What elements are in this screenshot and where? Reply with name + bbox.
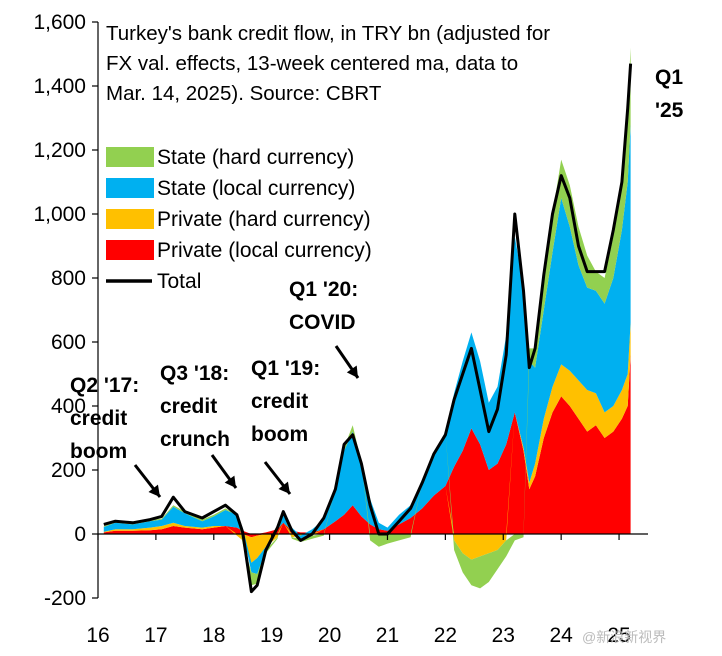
annotation-text: crunch xyxy=(160,428,230,451)
annotation-text: Q3 '18: xyxy=(160,362,229,385)
x-tick-label: 21 xyxy=(376,624,399,647)
legend-swatch xyxy=(106,178,154,198)
chart-title: Turkey's bank credit flow, in TRY bn (ad… xyxy=(106,22,550,105)
x-tick-label: 17 xyxy=(144,624,167,647)
annotation-text: credit xyxy=(160,395,217,418)
legend-label: State (hard currency) xyxy=(157,146,354,169)
legend: State (hard currency) State (local curren… xyxy=(106,146,372,293)
legend-swatch xyxy=(106,240,154,260)
annotation-text: credit xyxy=(251,390,308,413)
x-tick-label: 19 xyxy=(260,624,283,647)
annotation-arrow-head xyxy=(148,484,160,497)
y-tick-label: 400 xyxy=(51,395,86,418)
annotation-arrow-head xyxy=(224,475,236,488)
annotation-text: Q1 xyxy=(655,66,683,89)
annotation-text: boom xyxy=(70,440,127,463)
axes: -200 0 200 400 600 800 1,000 1,200 1,400 1,600 16… xyxy=(33,11,648,647)
y-tick-label: 1,000 xyxy=(33,203,86,226)
y-tick-label: 1,600 xyxy=(33,11,86,34)
annotation-text: Q2 '17: xyxy=(70,374,139,397)
x-tick-label: 25 xyxy=(607,624,630,647)
watermark-text: @新浪新视界 xyxy=(582,629,666,645)
x-tick-label: 24 xyxy=(549,624,573,647)
annotation-text: boom xyxy=(251,423,308,446)
y-tick-label: 1,400 xyxy=(33,75,86,98)
annotation-text: Q1 '19: xyxy=(251,357,320,380)
y-tick-label: 1,200 xyxy=(33,139,86,162)
y-tick-label: 200 xyxy=(51,459,86,482)
legend-swatch xyxy=(106,209,154,229)
y-ticks: -200 0 200 400 600 800 1,000 1,200 1,400 1,600 xyxy=(33,11,98,610)
stacked-areas xyxy=(103,47,631,589)
title-line: Mar. 14, 2025). Source: CBRT xyxy=(106,82,382,105)
area-state-local-currency xyxy=(103,124,631,575)
legend-swatch xyxy=(106,147,154,167)
y-tick-label: 0 xyxy=(74,523,86,546)
x-ticks: 16 17 18 19 20 21 22 23 24 25 xyxy=(86,534,631,647)
y-tick-label: 600 xyxy=(51,331,86,354)
annotation-text: Q1 '20: xyxy=(289,278,358,301)
y-tick-label: 800 xyxy=(51,267,86,290)
title-line: FX val. effects, 13-week centered ma, da… xyxy=(106,52,518,75)
x-tick-label: 22 xyxy=(434,624,457,647)
x-tick-label: 20 xyxy=(318,624,341,647)
legend-label: Private (local currency) xyxy=(157,239,372,262)
annotation-text: '25 xyxy=(655,99,684,122)
legend-label: Total xyxy=(157,270,201,293)
legend-label: State (local currency) xyxy=(157,177,355,200)
annotations: Q2 '17: credit boom Q3 '18: credit crunch Q1 '… xyxy=(70,66,684,498)
title-line: Turkey's bank credit flow, in TRY bn (ad… xyxy=(106,22,550,45)
area-private-local-currency xyxy=(103,354,631,538)
y-tick-label: -200 xyxy=(44,587,86,610)
x-tick-label: 18 xyxy=(202,624,225,647)
x-tick-label: 16 xyxy=(86,624,109,647)
annotation-text: COVID xyxy=(289,311,356,334)
legend-label: Private (hard currency) xyxy=(157,208,371,231)
annotation-text: credit xyxy=(70,407,127,430)
total-line-layer xyxy=(103,63,633,594)
annotation-arrow-head xyxy=(278,481,290,494)
total-series-line xyxy=(103,63,633,594)
x-tick-label: 23 xyxy=(492,624,515,647)
annotation-arrow-head xyxy=(346,365,358,378)
